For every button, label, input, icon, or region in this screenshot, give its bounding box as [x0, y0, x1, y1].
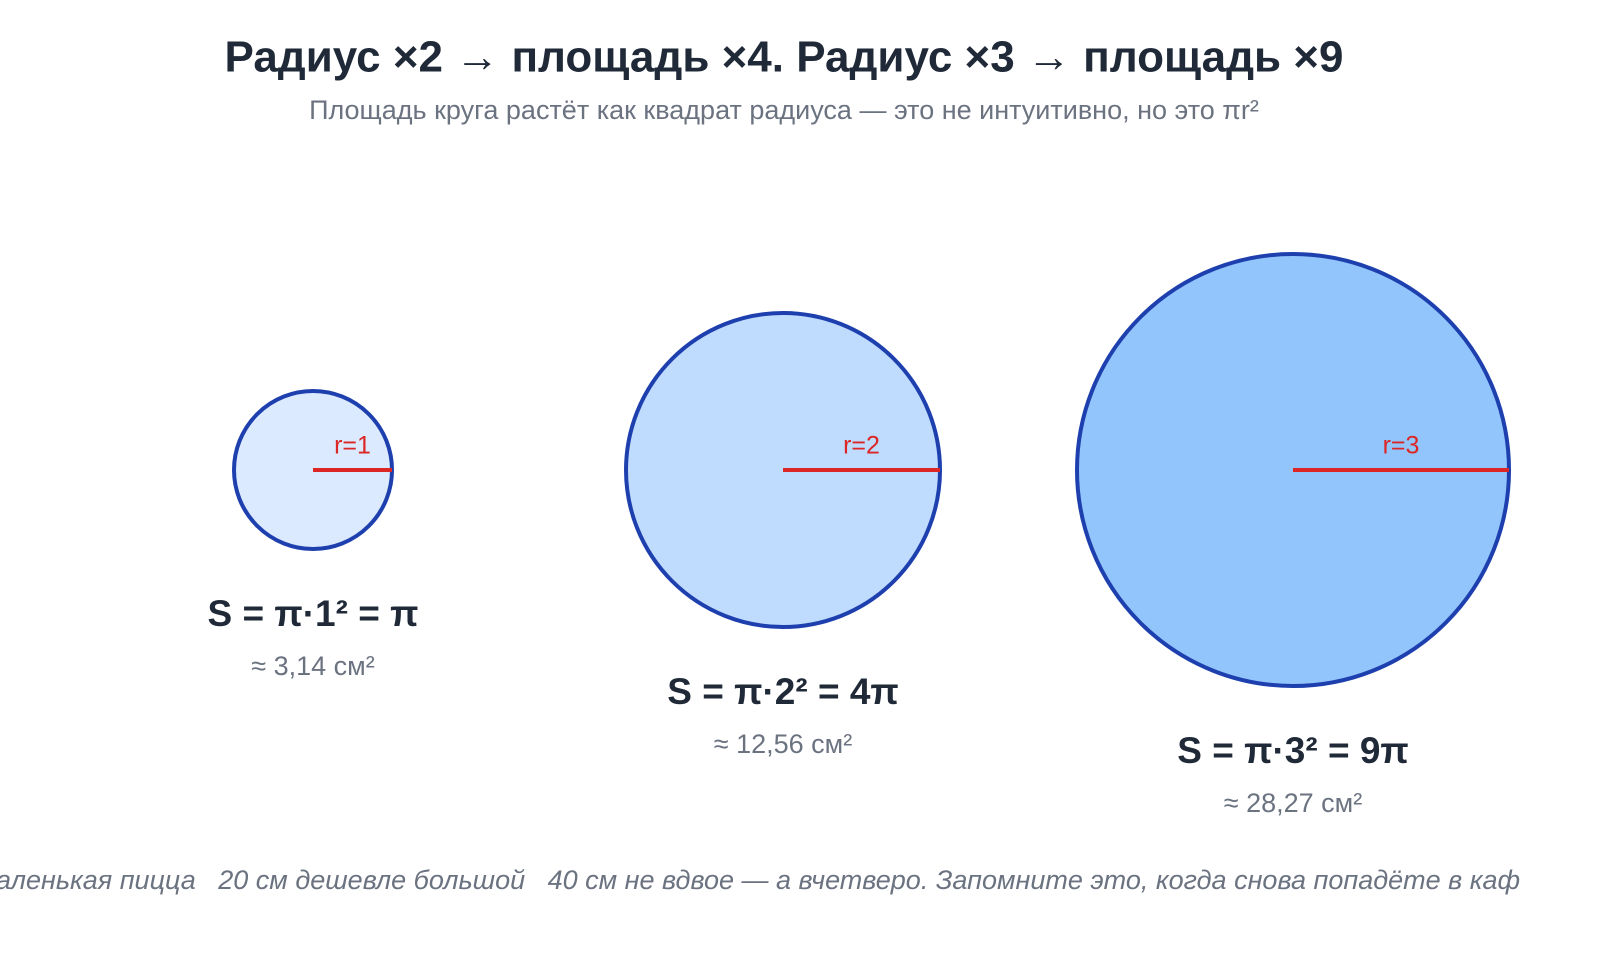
formula: S = π·1² = π [208, 593, 419, 634]
radius-label: r=1 [334, 432, 371, 460]
subtitle: Площадь круга растёт как квадрат радиуса… [309, 95, 1259, 125]
radius-label: r=2 [843, 432, 880, 460]
approx-area: ≈ 12,56 см² [714, 729, 852, 759]
approx-area: ≈ 28,27 см² [1224, 788, 1362, 818]
radius-label: r=3 [1383, 432, 1420, 460]
footer: аленькая пицца 20 см дешевле большой 40 … [0, 865, 1520, 895]
approx-area: ≈ 3,14 см² [251, 651, 374, 681]
formula: S = π·3² = 9π [1177, 730, 1408, 771]
formula: S = π·2² = 4π [667, 671, 898, 712]
title: Радиус ×2 → площадь ×4. Радиус ×3 → площ… [225, 33, 1344, 82]
